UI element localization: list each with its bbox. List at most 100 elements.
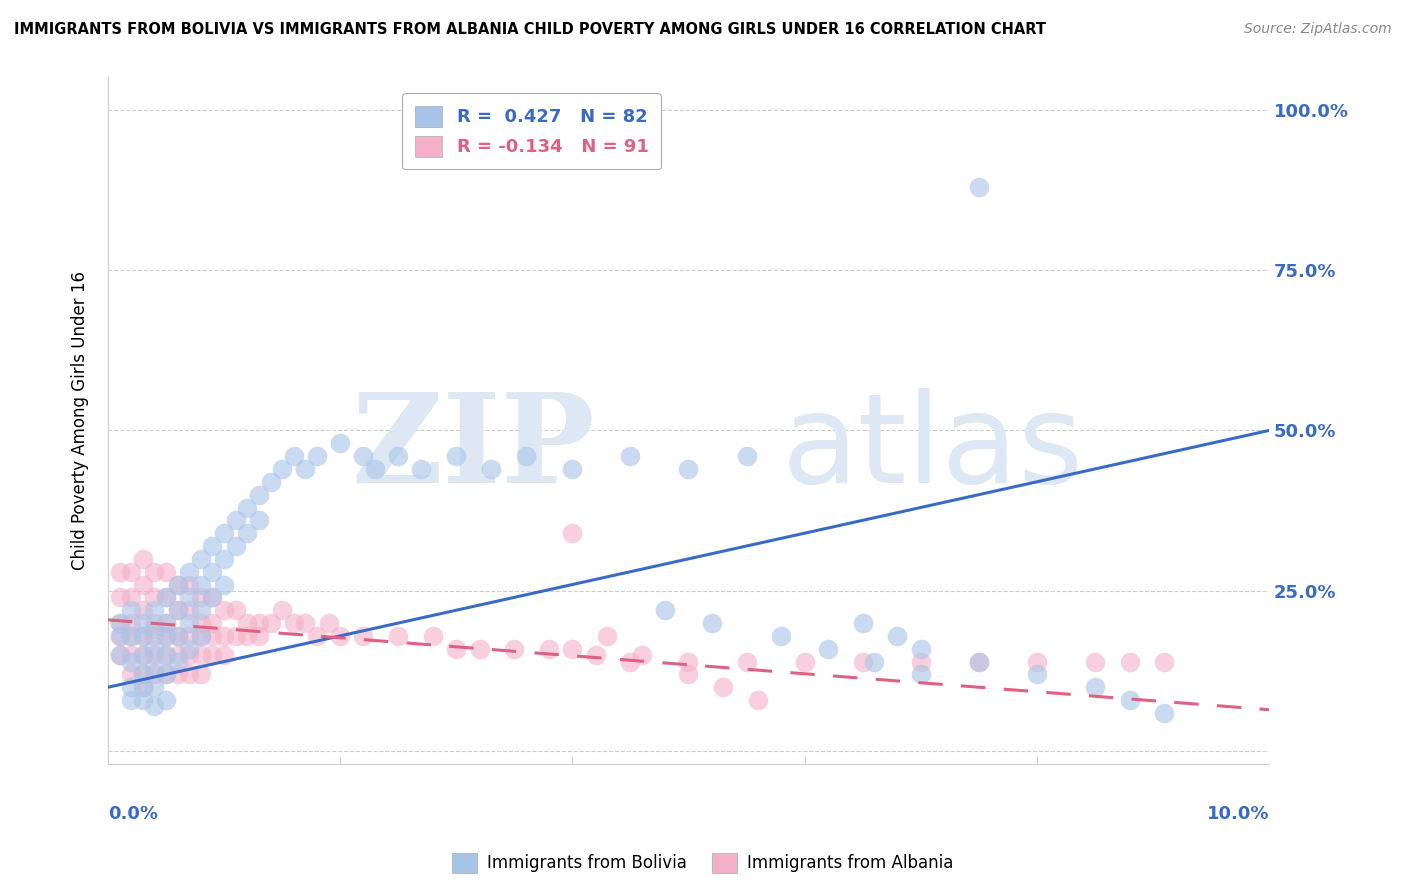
Legend: Immigrants from Bolivia, Immigrants from Albania: Immigrants from Bolivia, Immigrants from…	[446, 847, 960, 880]
Point	[619, 655, 641, 669]
Point	[108, 629, 131, 643]
Point	[770, 629, 793, 643]
Point	[120, 693, 142, 707]
Point	[155, 629, 177, 643]
Point	[190, 577, 212, 591]
Point	[479, 462, 502, 476]
Point	[711, 680, 734, 694]
Point	[236, 615, 259, 630]
Point	[108, 615, 131, 630]
Point	[166, 603, 188, 617]
Point	[259, 615, 281, 630]
Point	[108, 591, 131, 605]
Point	[678, 655, 700, 669]
Point	[318, 615, 340, 630]
Point	[179, 565, 201, 579]
Point	[1084, 680, 1107, 694]
Point	[735, 655, 758, 669]
Point	[387, 629, 409, 643]
Point	[179, 615, 201, 630]
Point	[190, 629, 212, 643]
Legend: R =  0.427   N = 82, R = -0.134   N = 91: R = 0.427 N = 82, R = -0.134 N = 91	[402, 94, 661, 169]
Point	[247, 629, 270, 643]
Point	[132, 680, 155, 694]
Text: 10.0%: 10.0%	[1206, 805, 1270, 823]
Point	[1118, 655, 1140, 669]
Point	[596, 629, 619, 643]
Point	[155, 615, 177, 630]
Point	[305, 629, 328, 643]
Point	[166, 629, 188, 643]
Point	[561, 641, 583, 656]
Point	[166, 648, 188, 662]
Point	[120, 629, 142, 643]
Point	[132, 648, 155, 662]
Point	[201, 591, 224, 605]
Point	[143, 680, 166, 694]
Point	[910, 641, 932, 656]
Point	[538, 641, 561, 656]
Point	[120, 667, 142, 681]
Point	[143, 615, 166, 630]
Point	[886, 629, 908, 643]
Point	[132, 667, 155, 681]
Text: ZIP: ZIP	[352, 388, 596, 508]
Point	[155, 591, 177, 605]
Point	[120, 655, 142, 669]
Point	[108, 648, 131, 662]
Point	[305, 449, 328, 463]
Point	[294, 462, 316, 476]
Point	[700, 615, 723, 630]
Point	[179, 667, 201, 681]
Point	[212, 603, 235, 617]
Point	[132, 693, 155, 707]
Point	[283, 449, 305, 463]
Point	[271, 462, 294, 476]
Point	[108, 629, 131, 643]
Point	[179, 603, 201, 617]
Point	[793, 655, 815, 669]
Point	[179, 577, 201, 591]
Point	[155, 693, 177, 707]
Point	[1025, 667, 1047, 681]
Point	[190, 615, 212, 630]
Y-axis label: Child Poverty Among Girls Under 16: Child Poverty Among Girls Under 16	[72, 271, 89, 570]
Point	[654, 603, 676, 617]
Point	[352, 629, 374, 643]
Point	[143, 648, 166, 662]
Point	[108, 565, 131, 579]
Point	[190, 648, 212, 662]
Point	[387, 449, 409, 463]
Point	[143, 565, 166, 579]
Point	[283, 615, 305, 630]
Point	[166, 655, 188, 669]
Text: 0.0%: 0.0%	[108, 805, 157, 823]
Point	[132, 603, 155, 617]
Point	[120, 615, 142, 630]
Point	[166, 603, 188, 617]
Point	[1153, 655, 1175, 669]
Point	[967, 655, 990, 669]
Point	[190, 667, 212, 681]
Point	[120, 603, 142, 617]
Point	[247, 513, 270, 527]
Point	[155, 667, 177, 681]
Point	[561, 462, 583, 476]
Point	[817, 641, 839, 656]
Point	[166, 577, 188, 591]
Point	[468, 641, 491, 656]
Point	[120, 591, 142, 605]
Point	[910, 655, 932, 669]
Point	[225, 513, 247, 527]
Point	[132, 648, 155, 662]
Point	[166, 577, 188, 591]
Point	[179, 648, 201, 662]
Point	[179, 629, 201, 643]
Point	[155, 615, 177, 630]
Point	[155, 565, 177, 579]
Point	[143, 641, 166, 656]
Point	[247, 615, 270, 630]
Point	[201, 565, 224, 579]
Point	[201, 539, 224, 553]
Point	[190, 629, 212, 643]
